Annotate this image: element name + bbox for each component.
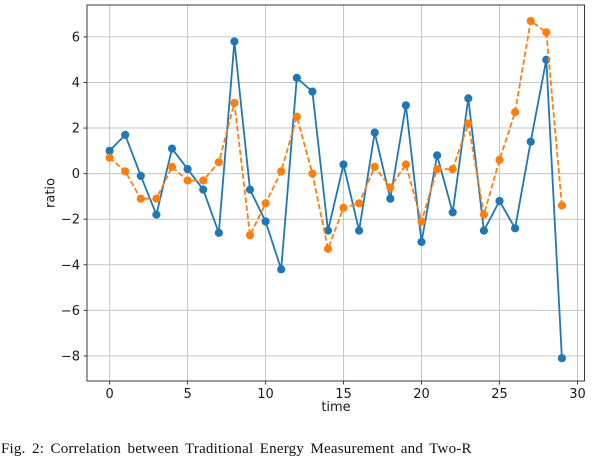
data-point-series-1 — [433, 151, 442, 160]
data-point-series-1 — [401, 101, 410, 110]
data-point-series-1 — [370, 128, 379, 137]
data-point-series-1 — [510, 224, 520, 233]
data-point-series-1 — [183, 165, 192, 174]
x-tick-label: 10 — [257, 387, 274, 402]
series-line-1 — [108, 40, 563, 359]
data-point-series-2 — [526, 16, 535, 26]
data-point-series-2 — [105, 153, 114, 162]
data-point-series-2 — [277, 167, 286, 176]
data-point-series-2 — [386, 183, 395, 192]
data-point-series-2 — [230, 98, 239, 108]
data-point-series-2 — [261, 199, 270, 208]
data-point-series-1 — [121, 130, 130, 139]
data-point-series-2 — [401, 160, 410, 169]
data-point-series-1 — [105, 146, 114, 155]
figure-caption: Fig. 2: Correlation between Traditional … — [1, 441, 472, 457]
data-point-series-2 — [308, 169, 317, 178]
data-point-series-2 — [448, 165, 457, 174]
data-point-series-1 — [526, 137, 535, 146]
data-point-series-1 — [199, 185, 208, 194]
x-axis-label: time — [321, 400, 351, 415]
data-point-series-2 — [542, 28, 551, 37]
y-tick-label: −2 — [61, 213, 80, 228]
data-point-series-2 — [292, 112, 301, 121]
data-point-series-1 — [386, 194, 395, 203]
x-tick-label: 20 — [413, 387, 430, 402]
data-point-series-1 — [479, 226, 488, 235]
y-axis-label: ratio — [43, 178, 59, 208]
data-point-series-2 — [510, 108, 520, 117]
y-tick-label: 2 — [72, 122, 80, 137]
data-point-series-1 — [339, 160, 348, 169]
data-point-series-2 — [464, 119, 473, 128]
x-tick-label: 30 — [569, 387, 586, 402]
x-tick-label: 25 — [491, 387, 508, 402]
data-point-series-1 — [495, 196, 504, 206]
data-point-series-1 — [230, 37, 239, 46]
x-tick-label: 15 — [335, 387, 352, 402]
data-point-series-2 — [245, 231, 255, 240]
data-point-series-2 — [495, 155, 504, 165]
x-tick-label: 5 — [183, 387, 191, 402]
data-point-series-2 — [121, 167, 130, 176]
data-point-series-2 — [370, 162, 379, 171]
data-point-series-1 — [152, 210, 161, 219]
data-point-series-2 — [479, 210, 488, 219]
y-tick-label: −6 — [61, 304, 80, 319]
y-tick-label: −8 — [61, 349, 80, 364]
data-point-series-1 — [292, 73, 301, 82]
data-point-series-2 — [136, 194, 145, 203]
data-point-series-1 — [245, 185, 255, 194]
data-point-series-1 — [557, 354, 567, 363]
data-point-series-2 — [339, 203, 348, 212]
data-point-series-1 — [448, 208, 457, 217]
data-point-series-2 — [323, 244, 333, 253]
data-point-series-2 — [183, 176, 192, 185]
data-point-series-2 — [433, 165, 442, 174]
series-line-2 — [109, 20, 563, 250]
data-point-series-1 — [214, 228, 223, 237]
y-tick-label: 6 — [72, 30, 80, 45]
data-point-series-2 — [355, 199, 364, 208]
data-point-series-1 — [323, 226, 333, 235]
data-point-series-1 — [417, 237, 426, 247]
data-point-series-1 — [277, 265, 286, 274]
x-tick-label: 0 — [105, 387, 113, 402]
data-point-series-1 — [261, 217, 270, 226]
y-tick-label: 0 — [72, 167, 80, 182]
data-point-series-1 — [464, 94, 473, 103]
data-point-series-2 — [152, 194, 161, 203]
data-point-series-1 — [136, 171, 145, 180]
y-tick-label: −4 — [61, 258, 80, 273]
data-point-series-1 — [355, 226, 364, 235]
data-point-series-1 — [167, 144, 177, 153]
data-point-series-2 — [167, 162, 177, 171]
y-tick-label: 4 — [72, 76, 80, 91]
plot-border — [86, 4, 585, 382]
data-point-series-2 — [214, 158, 223, 167]
data-point-series-2 — [417, 217, 426, 226]
data-point-series-2 — [557, 201, 567, 210]
data-point-series-2 — [199, 176, 208, 185]
data-point-series-1 — [308, 87, 317, 96]
